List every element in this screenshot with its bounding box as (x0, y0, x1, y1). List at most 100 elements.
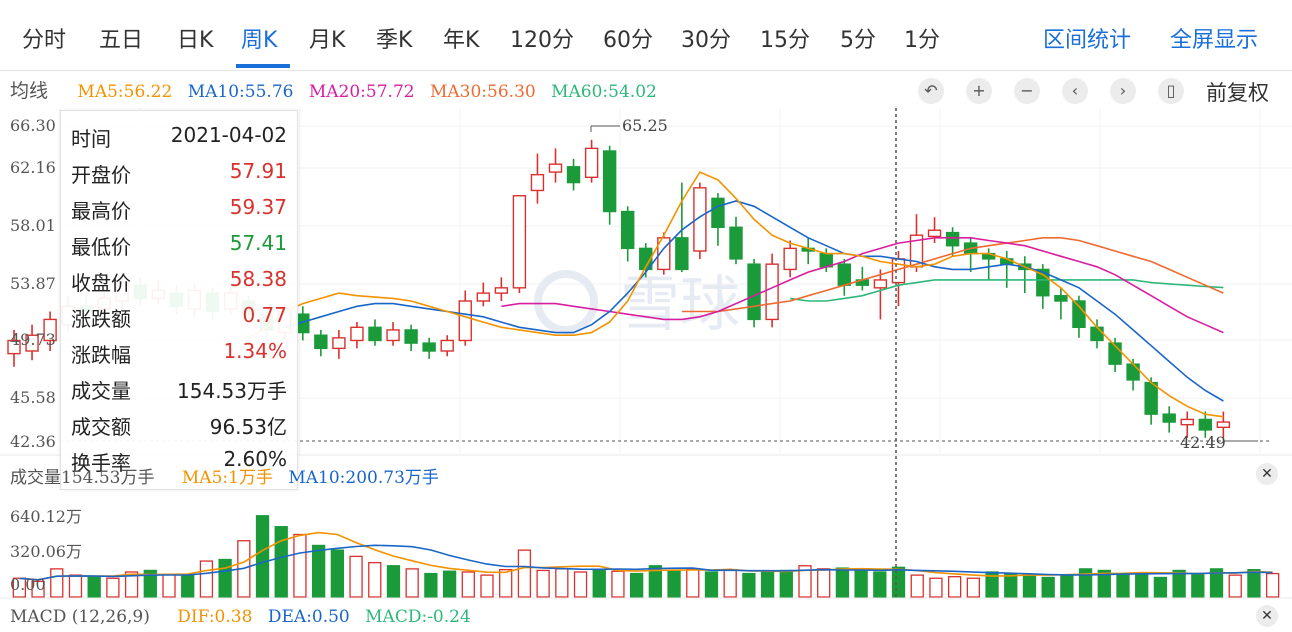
tab-6[interactable]: 年K (443, 28, 480, 53)
ma60-line (789, 279, 1224, 302)
candle-body (639, 247, 653, 271)
candle-body (873, 279, 888, 289)
volume-bar (68, 574, 83, 598)
volume-bar (1172, 569, 1186, 598)
tab-12[interactable]: 1分 (904, 28, 940, 53)
volume-bar (349, 555, 363, 598)
volume-ma10: MA10:200.73万手 (288, 468, 439, 488)
volume-bar (1135, 572, 1149, 598)
volume-bar (1041, 576, 1055, 598)
candle-body (512, 195, 527, 289)
tooltip-key: 成交额 (71, 415, 131, 439)
candle-body (1162, 413, 1176, 423)
volume-bar (124, 571, 139, 598)
volume-bar (311, 544, 326, 598)
volume-bar (461, 571, 475, 598)
volume-value: 154.53万手 (61, 468, 155, 488)
zoom-out-icon[interactable]: − (1014, 78, 1040, 104)
tab-11[interactable]: 5分 (840, 28, 876, 53)
candle-body (1054, 295, 1068, 302)
tooltip-row: 时间 2021-04-02 (71, 123, 287, 159)
candle-body (440, 339, 454, 352)
volume-bar (873, 571, 887, 598)
volume-bar (891, 566, 906, 598)
ma-legend: 均线 MA5:56.22 MA10:55.76 MA20:57.72 MA30:… (10, 76, 667, 102)
candle-body (314, 334, 328, 350)
volume-label: 成交量 (10, 468, 61, 488)
volume-bar (704, 571, 719, 598)
candle-body (747, 263, 761, 321)
watermark: 雪球 (620, 270, 740, 340)
macd-dea: DEA:0.50 (267, 607, 350, 627)
volume-bar (1022, 573, 1037, 598)
volume-bar (368, 561, 382, 598)
candle-body (1144, 381, 1158, 415)
candle-body (548, 163, 563, 173)
candle-icon[interactable]: ▯ (1158, 78, 1184, 104)
volume-bar (947, 576, 962, 598)
next-icon[interactable]: › (1110, 78, 1136, 104)
close-macd-panel-icon[interactable]: ✕ (1256, 605, 1278, 627)
volume-bar (1004, 572, 1018, 598)
volume-bar (405, 568, 419, 598)
y-axis-label: 66.30 (10, 116, 56, 135)
candle-body (711, 197, 725, 229)
tooltip-row: 涨跌幅 1.34% (71, 339, 287, 375)
range-stats-button[interactable]: 区间统计 (1043, 28, 1132, 53)
tooltip-value: 2.60% (223, 447, 287, 471)
tab-7[interactable]: 120分 (510, 28, 574, 53)
tab-4[interactable]: 月K (309, 28, 346, 53)
tooltip-key: 换手率 (71, 451, 131, 475)
candle-body (25, 334, 39, 352)
tab-2[interactable]: 日K (177, 28, 214, 53)
ma5-line (248, 171, 1224, 418)
tooltip-key: 最低价 (71, 235, 131, 259)
volume-bar (499, 569, 513, 598)
ma60-value: MA60:54.02 (551, 82, 657, 102)
tooltip-key: 时间 (71, 127, 111, 151)
prev-icon[interactable]: ‹ (1062, 78, 1088, 104)
y-axis-label: 62.16 (10, 158, 56, 177)
candle-body (422, 342, 436, 352)
volume-bar (835, 567, 850, 598)
volume-bar (536, 569, 550, 598)
tab-0[interactable]: 分时 (22, 28, 67, 53)
ma30-line (681, 237, 1224, 313)
volume-ma5-tail: 1万手 (228, 468, 273, 488)
candle-body (693, 187, 707, 252)
volume-bar (330, 549, 345, 598)
tooltip-key: 最高价 (71, 199, 131, 223)
candle-body (837, 263, 851, 286)
zoom-in-icon[interactable]: + (966, 78, 992, 104)
tab-10[interactable]: 15分 (760, 28, 810, 53)
undo-icon[interactable]: ↶ (918, 78, 944, 104)
candle-body (368, 326, 382, 342)
tooltip-value: 154.53万手 (177, 379, 287, 403)
tooltip-value: 0.77 (242, 303, 287, 327)
tab-9[interactable]: 30分 (681, 28, 731, 53)
volume-bar (31, 580, 45, 598)
tooltip-value: 96.53亿 (209, 415, 287, 439)
ma-lines (248, 171, 1224, 418)
tooltip-value: 59.37 (229, 195, 287, 219)
candle-body (584, 147, 599, 179)
adjust-mode-dropdown[interactable]: 前复权 (1206, 81, 1269, 105)
candle-body (476, 292, 490, 302)
ma5-value: MA5:56.22 (77, 82, 173, 102)
volume-bar (218, 558, 232, 598)
tab-8[interactable]: 60分 (603, 28, 653, 53)
volume-bar (723, 569, 737, 598)
tooltip-value: 1.34% (223, 339, 287, 363)
active-tab-underline (236, 64, 290, 68)
candle-body (602, 150, 617, 213)
fullscreen-button[interactable]: 全屏显示 (1170, 28, 1259, 53)
volume-bar (199, 560, 214, 598)
volume-bar (1116, 572, 1130, 598)
close-volume-panel-icon[interactable]: ✕ (1256, 463, 1278, 485)
tab-3[interactable]: 周K (241, 28, 278, 53)
volume-bar (255, 515, 270, 598)
tab-5[interactable]: 季K (376, 28, 413, 53)
macd-value: MACD:-0.24 (365, 607, 471, 627)
tab-1[interactable]: 五日 (99, 28, 144, 53)
volume-bar (424, 572, 438, 598)
